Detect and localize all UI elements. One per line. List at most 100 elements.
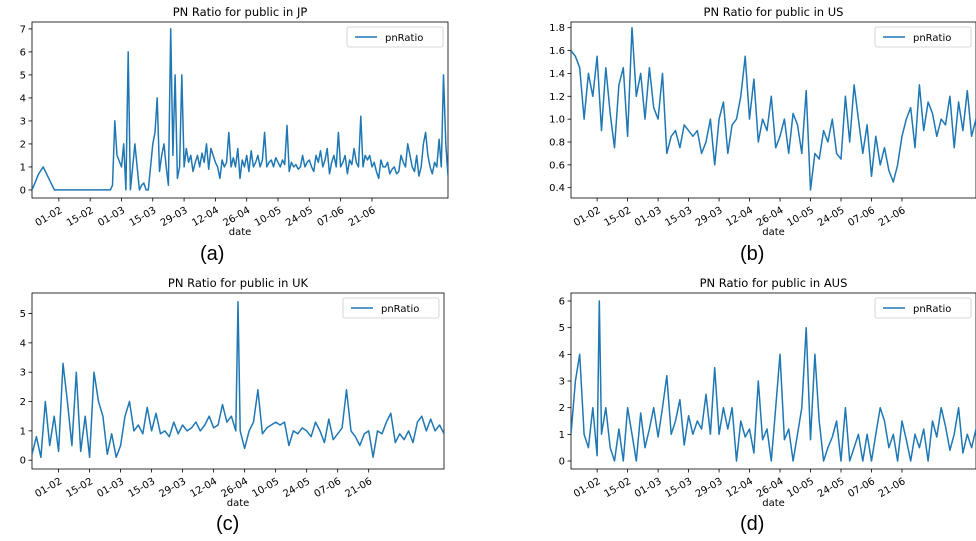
chart-2-ytick-label: 3 — [20, 368, 26, 379]
chart-3-xtick-label: 07-06 — [846, 476, 877, 500]
chart-3-xtick-label: 10-05 — [785, 476, 816, 500]
chart-3-xtick-label: 26-04 — [755, 476, 786, 500]
chart-1-xtick-label: 01-03 — [633, 205, 664, 229]
chart-3-xtick-label: 12-04 — [724, 476, 755, 500]
chart-0-xtick-label: 29-03 — [159, 205, 190, 229]
chart-1-ytick-label: 1.8 — [549, 23, 565, 34]
chart-3-legend-box — [874, 297, 972, 319]
chart-2-series-pnratio — [32, 301, 444, 459]
chart-3-ytick-label: 1 — [559, 430, 565, 441]
chart-2-xtick-label: 12-04 — [188, 476, 219, 500]
chart-1-plot-frame — [570, 21, 976, 199]
chart-0-xtick-label: 15-03 — [128, 205, 159, 229]
chart-us: PN Ratio for public in US 0.4 0.6 0.8 1.0 1.2… — [549, 5, 976, 238]
chart-2-ytick-label: 1 — [20, 426, 26, 437]
chart-3-series-pnratio — [571, 300, 976, 462]
chart-1-xtick-label: 29-03 — [694, 205, 725, 229]
chart-0-xlabel: date — [229, 227, 252, 238]
chart-3-xtick-label: 15-02 — [602, 476, 633, 500]
chart-1-legend-label: pnRatio — [913, 33, 951, 44]
chart-2-plot-frame — [31, 292, 445, 470]
chart-2-xtick-label: 07-06 — [313, 476, 344, 500]
chart-3-xtick-label: 21-06 — [877, 476, 908, 500]
chart-2-xtick-label: 24-05 — [281, 476, 312, 500]
chart-2-ytick-label: 4 — [20, 338, 26, 349]
chart-3-xlabel: date — [762, 498, 785, 509]
chart-1-xtick-label: 01-02 — [572, 205, 603, 229]
chart-3-xtick-label: 01-02 — [572, 476, 603, 500]
chart-2-xtick-label: 01-02 — [33, 476, 64, 500]
chart-0-plot-frame — [31, 21, 449, 199]
chart-0-series-pnratio — [32, 28, 448, 191]
caption-a: (a) — [200, 243, 225, 265]
chart-1-ytick-label: 1.6 — [549, 46, 565, 57]
chart-1-xtick-label: 10-05 — [785, 205, 816, 229]
chart-1-legend-box — [874, 26, 972, 48]
chart-3-ytick-label: 6 — [559, 297, 565, 308]
chart-panel-aus: PN Ratio for public in AUS 0 1 2 3 4 5 6 01-02 15… — [488, 271, 976, 541]
caption-b: (b) — [740, 243, 765, 265]
chart-3-xtick-label: 15-03 — [663, 476, 694, 500]
chart-1-xlabel: date — [762, 227, 785, 238]
chart-0-ytick-label: 3 — [20, 116, 26, 127]
chart-2-xtick-label: 15-03 — [126, 476, 157, 500]
chart-2-xtick-label: 10-05 — [250, 476, 281, 500]
chart-2-ytick-label: 0 — [20, 456, 26, 467]
chart-2-title: PN Ratio for public in UK — [168, 276, 309, 290]
chart-panel-us: PN Ratio for public in US 0.4 0.6 0.8 1.0 1.2… — [488, 0, 976, 270]
chart-0-xtick-label: 01-03 — [96, 205, 127, 229]
chart-2-legend-label: pnRatio — [381, 304, 419, 315]
chart-0-title: PN Ratio for public in JP — [173, 5, 308, 19]
chart-0-legend-box — [346, 26, 444, 48]
chart-3-title: PN Ratio for public in AUS — [700, 276, 848, 290]
chart-0-xtick-label: 21-06 — [347, 205, 378, 229]
chart-2-legend-box — [342, 297, 440, 319]
chart-0-xtick-label: 15-02 — [65, 205, 96, 229]
chart-3-ytick-label: 3 — [559, 377, 565, 388]
chart-3-ytick-label: 2 — [559, 403, 565, 414]
chart-1-xtick-label: 21-06 — [877, 205, 908, 229]
chart-2-ytick-label: 5 — [20, 309, 26, 320]
chart-0-ytick-label: 7 — [20, 24, 26, 35]
chart-0-ytick-label: 2 — [20, 139, 26, 150]
chart-3-ytick-label: 0 — [559, 457, 565, 468]
chart-1-title: PN Ratio for public in US — [704, 5, 844, 19]
chart-1-ytick-label: 0.4 — [549, 183, 565, 194]
chart-0-xtick-label: 26-04 — [222, 205, 253, 229]
chart-3-xtick-label: 24-05 — [816, 476, 847, 500]
chart-panel-uk: PN Ratio for public in UK 0 1 2 3 4 5 01-02 15-0… — [0, 271, 488, 541]
chart-1-ytick-label: 1.0 — [549, 115, 565, 126]
chart-0-xtick-label: 24-05 — [284, 205, 315, 229]
chart-1-xtick-label: 15-03 — [663, 205, 694, 229]
caption-d: (d) — [740, 513, 765, 535]
chart-2-xtick-label: 21-06 — [344, 476, 375, 500]
chart-2-xtick-label: 01-03 — [95, 476, 126, 500]
chart-1-series-pnratio — [571, 26, 976, 191]
chart-3-ytick-label: 5 — [559, 323, 565, 334]
chart-0-legend-label: pnRatio — [385, 33, 423, 44]
chart-2-ytick-label: 2 — [20, 397, 26, 408]
chart-3-legend-label: pnRatio — [913, 304, 951, 315]
chart-0-ytick-label: 0 — [20, 185, 26, 196]
caption-c: (c) — [216, 513, 240, 535]
chart-1-xtick-label: 07-06 — [846, 205, 877, 229]
chart-0-xtick-label: 07-06 — [315, 205, 346, 229]
chart-0-xtick-label: 12-04 — [190, 205, 221, 229]
chart-3-xtick-label: 01-03 — [633, 476, 664, 500]
chart-1-xtick-label: 26-04 — [755, 205, 786, 229]
chart-0-ytick-label: 1 — [20, 162, 26, 173]
chart-panel-jp: PN Ratio for public in JP 0 1 2 3 4 5 6 7 01-02 15… — [0, 0, 488, 270]
chart-1-xtick-label: 12-04 — [724, 205, 755, 229]
chart-uk: PN Ratio for public in UK 0 1 2 3 4 5 01-02 15-0… — [20, 276, 445, 509]
chart-0-xtick-label: 01-02 — [34, 205, 65, 229]
chart-2-xlabel: date — [227, 498, 250, 509]
chart-0-ytick-label: 6 — [20, 47, 26, 58]
chart-2-xtick-label: 29-03 — [157, 476, 188, 500]
chart-2-xtick-label: 26-04 — [219, 476, 250, 500]
chart-0-ytick-label: 5 — [20, 70, 26, 81]
chart-1-xtick-label: 15-02 — [602, 205, 633, 229]
chart-0-ytick-label: 4 — [20, 93, 26, 104]
chart-3-ytick-label: 4 — [559, 350, 565, 361]
